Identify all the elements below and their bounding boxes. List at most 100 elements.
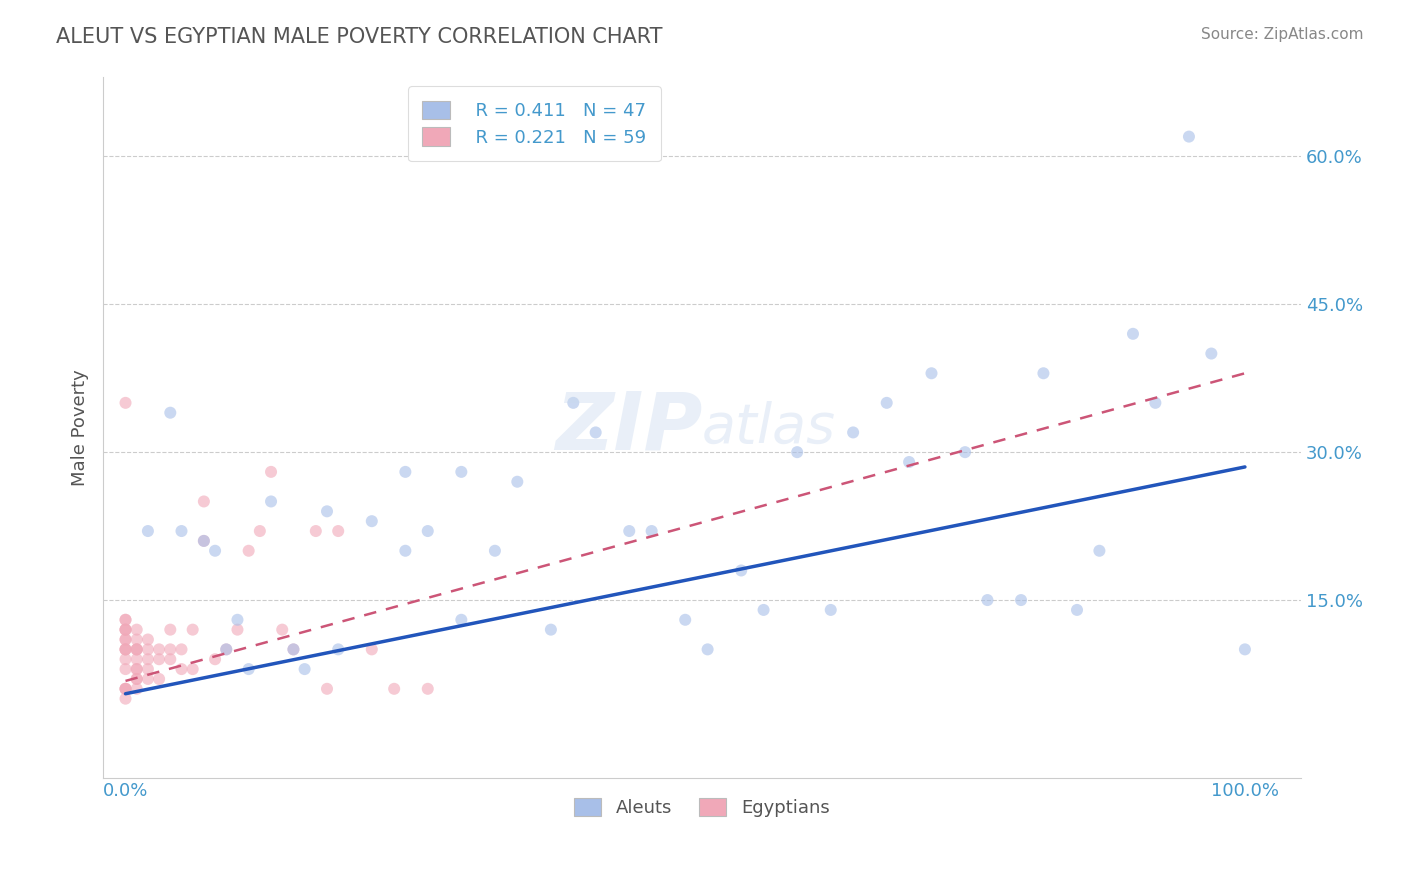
Point	[125, 662, 148, 676]
Point	[159, 406, 181, 420]
Point	[730, 564, 752, 578]
Point	[114, 681, 136, 696]
Point	[136, 672, 159, 686]
Point	[125, 642, 148, 657]
Y-axis label: Male Poverty: Male Poverty	[72, 369, 89, 486]
Point	[159, 652, 181, 666]
Point	[283, 642, 305, 657]
Point	[416, 524, 439, 538]
Point	[125, 632, 148, 647]
Point	[921, 366, 943, 380]
Point	[193, 494, 215, 508]
Point	[360, 514, 382, 528]
Point	[585, 425, 607, 440]
Point	[953, 445, 976, 459]
Point	[1032, 366, 1054, 380]
Point	[1144, 396, 1167, 410]
Text: Source: ZipAtlas.com: Source: ZipAtlas.com	[1201, 27, 1364, 42]
Point	[125, 672, 148, 686]
Point	[114, 691, 136, 706]
Point	[1122, 326, 1144, 341]
Point	[204, 652, 226, 666]
Point	[619, 524, 641, 538]
Point	[114, 623, 136, 637]
Point	[125, 672, 148, 686]
Point	[159, 623, 181, 637]
Point	[450, 613, 472, 627]
Point	[125, 623, 148, 637]
Point	[1088, 543, 1111, 558]
Point	[136, 632, 159, 647]
Point	[898, 455, 921, 469]
Point	[215, 642, 238, 657]
Point	[382, 681, 405, 696]
Point	[125, 681, 148, 696]
Point	[114, 632, 136, 647]
Point	[148, 672, 170, 686]
Point	[114, 642, 136, 657]
Point	[696, 642, 718, 657]
Point	[114, 396, 136, 410]
Point	[1066, 603, 1088, 617]
Point	[294, 662, 316, 676]
Point	[114, 642, 136, 657]
Point	[1178, 129, 1201, 144]
Point	[136, 642, 159, 657]
Point	[394, 543, 416, 558]
Point	[204, 543, 226, 558]
Point	[114, 681, 136, 696]
Point	[976, 593, 998, 607]
Point	[786, 445, 808, 459]
Point	[506, 475, 529, 489]
Point	[181, 662, 204, 676]
Text: ZIP: ZIP	[554, 389, 702, 467]
Point	[283, 642, 305, 657]
Point	[215, 642, 238, 657]
Point	[394, 465, 416, 479]
Point	[114, 642, 136, 657]
Point	[238, 543, 260, 558]
Point	[305, 524, 328, 538]
Point	[159, 642, 181, 657]
Point	[271, 623, 294, 637]
Point	[540, 623, 562, 637]
Point	[260, 465, 283, 479]
Point	[820, 603, 842, 617]
Point	[114, 623, 136, 637]
Point	[193, 533, 215, 548]
Point	[1201, 346, 1223, 360]
Point	[226, 613, 249, 627]
Point	[148, 642, 170, 657]
Legend: Aleuts, Egyptians: Aleuts, Egyptians	[567, 790, 837, 824]
Point	[260, 494, 283, 508]
Point	[136, 652, 159, 666]
Point	[328, 524, 350, 538]
Point	[673, 613, 696, 627]
Point	[226, 623, 249, 637]
Point	[125, 642, 148, 657]
Point	[114, 681, 136, 696]
Point	[114, 652, 136, 666]
Point	[416, 681, 439, 696]
Point	[125, 642, 148, 657]
Point	[114, 613, 136, 627]
Point	[193, 533, 215, 548]
Point	[316, 681, 339, 696]
Point	[114, 623, 136, 637]
Point	[1233, 642, 1256, 657]
Point	[450, 465, 472, 479]
Point	[136, 662, 159, 676]
Point	[170, 524, 193, 538]
Point	[170, 642, 193, 657]
Point	[316, 504, 339, 518]
Point	[136, 524, 159, 538]
Point	[562, 396, 585, 410]
Point	[170, 662, 193, 676]
Point	[360, 642, 382, 657]
Point	[114, 613, 136, 627]
Point	[640, 524, 662, 538]
Text: ALEUT VS EGYPTIAN MALE POVERTY CORRELATION CHART: ALEUT VS EGYPTIAN MALE POVERTY CORRELATI…	[56, 27, 662, 46]
Point	[752, 603, 775, 617]
Point	[125, 662, 148, 676]
Point	[181, 623, 204, 637]
